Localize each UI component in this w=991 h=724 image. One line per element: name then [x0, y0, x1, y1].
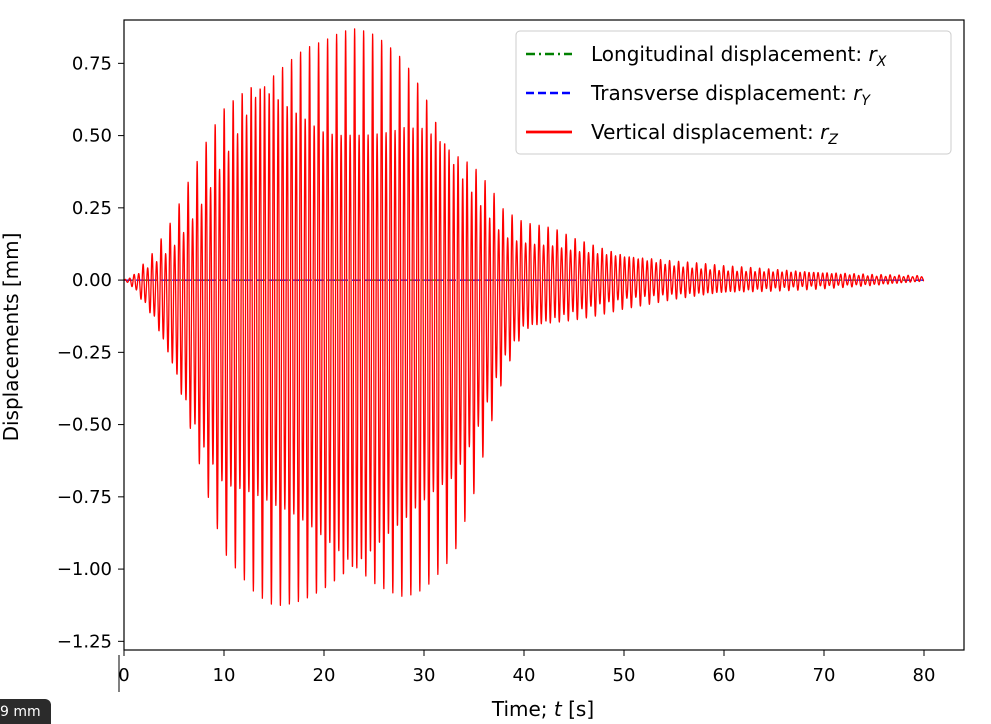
x-tick-label: 0	[118, 665, 129, 686]
legend-label-transverse-sub: Y	[861, 93, 871, 109]
x-tick-label: 60	[713, 665, 736, 686]
x-axis-label-variable: t	[554, 697, 563, 721]
plot-frame	[123, 19, 965, 651]
legend-label-longitudinal-text: Longitudinal displacement:	[591, 42, 868, 66]
legend-label-longitudinal: Longitudinal displacement: rX	[591, 42, 887, 70]
x-tick-label: 40	[513, 665, 536, 686]
x-tick-label: 20	[313, 665, 336, 686]
y-tick-label: −1.25	[57, 631, 112, 652]
y-axis: 0.75 0.50 0.25 0.00 −0.25 −0.50 −0.75 −1.00 −1.2…	[57, 53, 124, 652]
y-tick-label: −0.25	[57, 342, 112, 363]
x-axis-label: Time; t [s]	[491, 697, 594, 721]
x-tick-label: 30	[413, 665, 436, 686]
series-layer	[124, 28, 925, 606]
legend-label-vertical-text: Vertical displacement:	[591, 120, 820, 144]
legend-entry-vertical: Vertical displacement: rZ	[526, 120, 838, 148]
legend-label-transverse: Transverse displacement: rY	[590, 81, 871, 109]
legend-label-vertical-var: r	[820, 120, 830, 144]
legend-label-transverse-text: Transverse displacement:	[590, 81, 853, 105]
x-tick-label: 80	[913, 665, 936, 686]
legend-label-longitudinal-var: r	[868, 42, 878, 66]
y-tick-label: 0.00	[72, 270, 112, 291]
legend-label-vertical: Vertical displacement: rZ	[591, 120, 838, 148]
y-tick-label: 0.75	[72, 53, 112, 74]
y-tick-label: −0.75	[57, 487, 112, 508]
legend-label-longitudinal-sub: X	[876, 54, 887, 70]
legend-box	[515, 30, 952, 155]
y-tick-label: 0.25	[72, 198, 112, 219]
x-axis: 0 10 20 30 40 50 60 70 80	[118, 650, 935, 686]
legend-label-vertical-sub: Z	[827, 132, 838, 148]
x-tick-label: 50	[613, 665, 636, 686]
y-tick-label: 0.50	[72, 126, 112, 147]
scale-badge: 9 mm	[0, 699, 51, 724]
legend: Longitudinal displacement: rX Transverse…	[515, 30, 952, 155]
series-vertical	[124, 28, 925, 606]
legend-entry-longitudinal: Longitudinal displacement: rX	[526, 42, 887, 70]
y-axis-label: Displacements [mm]	[0, 233, 23, 442]
x-axis-label-prefix: Time;	[491, 697, 554, 721]
x-tick-label: 70	[813, 665, 836, 686]
y-tick-label: −1.00	[57, 559, 112, 580]
legend-entry-transverse: Transverse displacement: rY	[526, 81, 871, 109]
x-tick-label: 10	[213, 665, 236, 686]
y-tick-label: −0.50	[57, 415, 112, 436]
x-axis-label-unit: [s]	[562, 697, 594, 721]
legend-label-transverse-var: r	[853, 81, 863, 105]
